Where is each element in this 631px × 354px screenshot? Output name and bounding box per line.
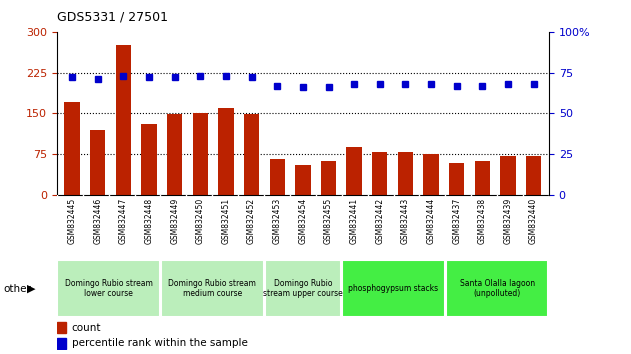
Text: GSM832453: GSM832453: [273, 198, 282, 244]
Bar: [342, 260, 445, 317]
Text: percentile rank within the sample: percentile rank within the sample: [71, 338, 247, 348]
Text: GSM832442: GSM832442: [375, 198, 384, 244]
Bar: [526, 156, 541, 195]
Bar: [372, 152, 387, 195]
Bar: [321, 161, 336, 195]
Bar: [295, 165, 310, 195]
Text: GSM832455: GSM832455: [324, 198, 333, 244]
Bar: [64, 102, 80, 195]
Text: GDS5331 / 27501: GDS5331 / 27501: [57, 11, 168, 24]
Bar: [244, 114, 259, 195]
Text: GSM832452: GSM832452: [247, 198, 256, 244]
Text: GSM832446: GSM832446: [93, 198, 102, 244]
Text: GSM832445: GSM832445: [68, 198, 77, 244]
Bar: [446, 260, 548, 317]
Text: GSM832447: GSM832447: [119, 198, 128, 244]
Text: GSM832450: GSM832450: [196, 198, 205, 244]
Text: phosphogypsum stacks: phosphogypsum stacks: [348, 284, 439, 293]
Bar: [449, 163, 464, 195]
Text: Domingo Rubio stream
medium course: Domingo Rubio stream medium course: [168, 279, 256, 298]
Bar: [475, 161, 490, 195]
Text: GSM832451: GSM832451: [221, 198, 230, 244]
Bar: [115, 45, 131, 195]
Text: GSM832449: GSM832449: [170, 198, 179, 244]
Bar: [57, 260, 160, 317]
Bar: [500, 156, 516, 195]
Bar: [57, 338, 66, 349]
Text: count: count: [71, 322, 101, 332]
Bar: [423, 154, 439, 195]
Text: Domingo Rubio stream
lower course: Domingo Rubio stream lower course: [64, 279, 153, 298]
Text: other: other: [3, 284, 31, 293]
Bar: [161, 260, 264, 317]
Bar: [90, 130, 105, 195]
Bar: [57, 322, 66, 333]
Bar: [346, 147, 362, 195]
Text: GSM832440: GSM832440: [529, 198, 538, 244]
Text: GSM832439: GSM832439: [504, 198, 512, 244]
Text: ▶: ▶: [27, 284, 35, 293]
Bar: [141, 124, 156, 195]
Bar: [167, 114, 182, 195]
Text: GSM832438: GSM832438: [478, 198, 487, 244]
Text: GSM832441: GSM832441: [350, 198, 358, 244]
Bar: [192, 113, 208, 195]
Text: GSM832454: GSM832454: [298, 198, 307, 244]
Bar: [398, 152, 413, 195]
Text: GSM832443: GSM832443: [401, 198, 410, 244]
Bar: [269, 159, 285, 195]
Bar: [218, 108, 233, 195]
Text: GSM832444: GSM832444: [427, 198, 435, 244]
Text: Santa Olalla lagoon
(unpolluted): Santa Olalla lagoon (unpolluted): [459, 279, 534, 298]
Text: GSM832448: GSM832448: [144, 198, 153, 244]
Text: GSM832437: GSM832437: [452, 198, 461, 244]
Text: Domingo Rubio
stream upper course: Domingo Rubio stream upper course: [263, 279, 343, 298]
Bar: [264, 260, 341, 317]
